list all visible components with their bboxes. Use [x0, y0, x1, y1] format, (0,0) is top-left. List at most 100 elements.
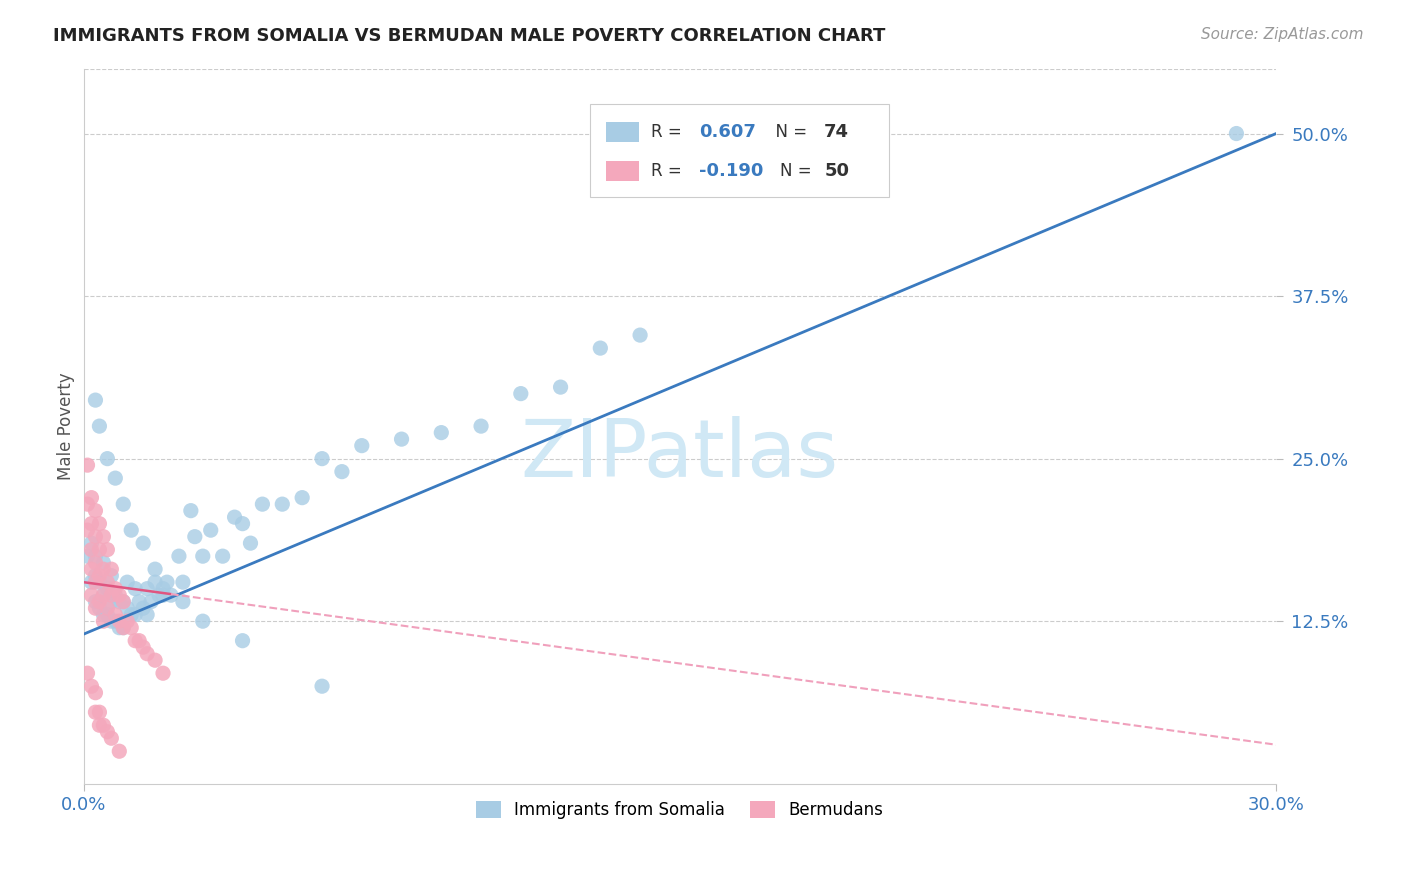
Point [100, 595, 122, 609]
Point [330, 465, 353, 479]
Point [104, 614, 127, 628]
Point [132, 536, 155, 550]
Point [311, 679, 333, 693]
Point [80, 679, 103, 693]
FancyBboxPatch shape [606, 122, 640, 142]
Point [271, 497, 294, 511]
Text: IMMIGRANTS FROM SOMALIA VS BERMUDAN MALE POVERTY CORRELATION CHART: IMMIGRANTS FROM SOMALIA VS BERMUDAN MALE… [53, 27, 886, 45]
Point [89, 595, 111, 609]
Point [84, 686, 107, 700]
Point [252, 497, 274, 511]
Point [128, 595, 150, 609]
Point [89, 705, 111, 719]
Point [89, 516, 111, 531]
Text: ZIPatlas: ZIPatlas [520, 416, 839, 494]
Point [128, 633, 150, 648]
Point [108, 621, 131, 635]
Point [139, 595, 162, 609]
Point [430, 425, 453, 440]
Point [167, 549, 190, 564]
Point [100, 731, 122, 746]
Text: 0.607: 0.607 [699, 123, 756, 141]
Y-axis label: Male Poverty: Male Poverty [58, 372, 75, 480]
Point [84, 575, 107, 590]
Point [100, 568, 122, 582]
Point [120, 523, 142, 537]
Point [108, 744, 131, 758]
Point [311, 451, 333, 466]
Point [96, 542, 118, 557]
Text: N =: N = [780, 162, 817, 180]
Point [132, 640, 155, 655]
Point [76, 497, 98, 511]
Point [93, 718, 115, 732]
Point [89, 601, 111, 615]
Point [96, 607, 118, 622]
Point [200, 523, 222, 537]
Point [172, 595, 194, 609]
Point [112, 621, 135, 635]
Point [84, 601, 107, 615]
Point [509, 386, 531, 401]
Text: -0.190: -0.190 [699, 162, 763, 180]
Point [84, 705, 107, 719]
Point [96, 601, 118, 615]
Point [143, 575, 166, 590]
Point [550, 380, 572, 394]
Point [152, 666, 174, 681]
Point [93, 588, 115, 602]
Point [291, 491, 314, 505]
Point [180, 503, 202, 517]
Point [76, 549, 98, 564]
Point [120, 607, 142, 622]
Point [112, 621, 135, 635]
Point [93, 530, 115, 544]
Point [160, 588, 183, 602]
Point [136, 607, 159, 622]
Text: Source: ZipAtlas.com: Source: ZipAtlas.com [1201, 27, 1364, 42]
Point [80, 588, 103, 602]
Point [191, 614, 214, 628]
Text: R =: R = [651, 123, 688, 141]
Point [117, 614, 139, 628]
Text: 74: 74 [824, 123, 849, 141]
Text: 50: 50 [824, 162, 849, 180]
Point [84, 503, 107, 517]
Point [108, 595, 131, 609]
Point [84, 568, 107, 582]
Point [84, 530, 107, 544]
Point [117, 601, 139, 615]
Point [350, 439, 373, 453]
Point [104, 471, 127, 485]
Point [211, 549, 233, 564]
Point [136, 582, 159, 596]
Point [224, 510, 246, 524]
Point [80, 575, 103, 590]
Point [470, 419, 492, 434]
Point [80, 491, 103, 505]
Point [100, 588, 122, 602]
Point [391, 432, 413, 446]
Point [148, 588, 170, 602]
Point [93, 607, 115, 622]
Point [89, 718, 111, 732]
Point [124, 633, 146, 648]
Point [93, 562, 115, 576]
FancyBboxPatch shape [606, 161, 640, 181]
Point [120, 621, 142, 635]
Point [80, 542, 103, 557]
Point [96, 451, 118, 466]
Point [136, 647, 159, 661]
Point [152, 582, 174, 596]
Point [108, 588, 131, 602]
Point [104, 588, 127, 602]
Point [184, 530, 207, 544]
Point [76, 666, 98, 681]
Point [112, 595, 135, 609]
Point [104, 582, 127, 596]
Point [96, 724, 118, 739]
Point [100, 614, 122, 628]
Point [172, 575, 194, 590]
Point [231, 633, 253, 648]
Point [156, 575, 179, 590]
